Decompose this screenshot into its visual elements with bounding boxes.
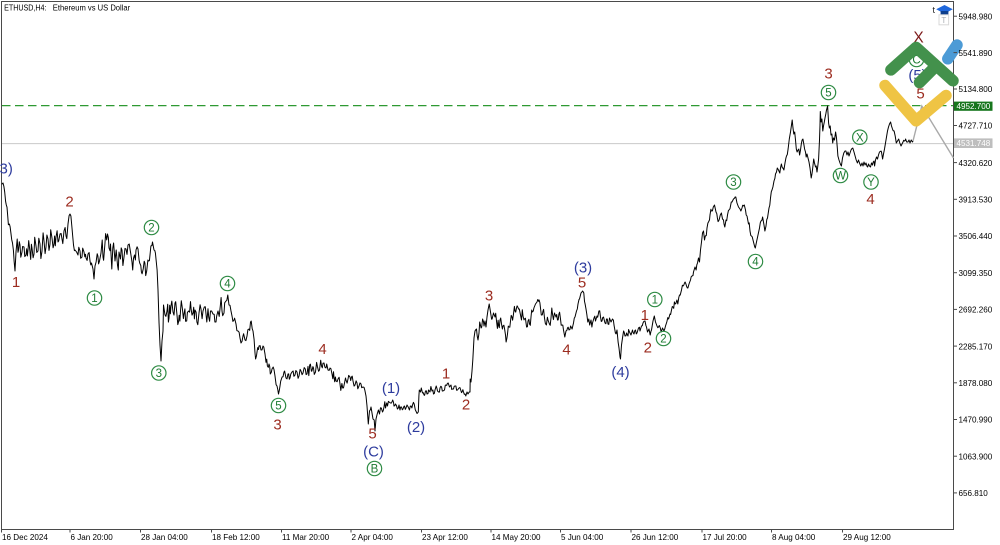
svg-text:(C): (C) — [363, 443, 384, 460]
svg-text:B: B — [371, 464, 379, 476]
svg-text:3: 3 — [824, 65, 832, 82]
svg-text:1470.990: 1470.990 — [959, 416, 993, 425]
svg-text:2 Apr 04:00: 2 Apr 04:00 — [352, 533, 394, 542]
svg-text:2: 2 — [660, 334, 666, 346]
svg-text:2692.260: 2692.260 — [959, 306, 993, 315]
svg-text:(1): (1) — [382, 380, 400, 397]
svg-text:4531.748: 4531.748 — [957, 139, 991, 148]
svg-text:16 Dec 2024: 16 Dec 2024 — [2, 533, 48, 542]
svg-text:4: 4 — [866, 191, 874, 208]
svg-text:17 Jul 20:00: 17 Jul 20:00 — [703, 533, 748, 542]
svg-text:T: T — [941, 16, 946, 25]
svg-text:14 May 20:00: 14 May 20:00 — [492, 533, 542, 542]
svg-text:X: X — [913, 30, 924, 47]
svg-text:26 Jun 12:00: 26 Jun 12:00 — [632, 533, 679, 542]
svg-text:(4): (4) — [611, 364, 629, 381]
svg-text:5948.980: 5948.980 — [959, 12, 993, 21]
svg-text:2: 2 — [148, 223, 154, 235]
svg-text:(3): (3) — [574, 259, 592, 276]
svg-text:5: 5 — [578, 274, 586, 291]
svg-text:5: 5 — [916, 85, 924, 102]
svg-text:2: 2 — [65, 193, 73, 210]
svg-text:4: 4 — [562, 341, 570, 358]
svg-text:5 Jun 04:00: 5 Jun 04:00 — [561, 533, 604, 542]
svg-text:Ethereum vs US Dollar: Ethereum vs US Dollar — [53, 3, 130, 13]
svg-text:2285.170: 2285.170 — [959, 342, 993, 351]
svg-text:t: t — [933, 5, 936, 15]
svg-text:1: 1 — [652, 295, 658, 307]
svg-text:1063.900: 1063.900 — [959, 452, 993, 461]
svg-text:1: 1 — [442, 365, 450, 382]
svg-text:4: 4 — [318, 341, 326, 358]
svg-text:3: 3 — [730, 177, 736, 189]
svg-text:(2): (2) — [407, 419, 425, 436]
svg-text:1: 1 — [641, 307, 649, 324]
svg-text:5: 5 — [275, 401, 281, 413]
svg-text:5: 5 — [368, 425, 376, 442]
svg-text:5541.890: 5541.890 — [959, 49, 993, 58]
svg-text:28 Jan 04:00: 28 Jan 04:00 — [141, 533, 188, 542]
svg-text:8 Aug 04:00: 8 Aug 04:00 — [772, 533, 816, 542]
svg-text:W: W — [835, 171, 846, 183]
svg-text:4727.710: 4727.710 — [959, 122, 993, 131]
svg-text:3: 3 — [156, 368, 162, 380]
svg-text:2: 2 — [644, 339, 652, 356]
svg-text:4: 4 — [752, 257, 759, 269]
svg-text:1: 1 — [12, 274, 20, 291]
svg-text:3): 3) — [0, 160, 13, 177]
svg-text:4952.700: 4952.700 — [957, 102, 991, 111]
svg-text:X: X — [856, 132, 864, 144]
svg-text:11 Mar 20:00: 11 Mar 20:00 — [282, 533, 330, 542]
svg-text:5134.800: 5134.800 — [959, 85, 993, 94]
svg-text:656.810: 656.810 — [959, 489, 989, 498]
svg-text:C: C — [912, 55, 920, 67]
svg-text:4320.620: 4320.620 — [959, 159, 993, 168]
svg-text:3: 3 — [273, 416, 281, 433]
svg-text:4: 4 — [224, 279, 231, 291]
svg-text:ETHUSD,H4:: ETHUSD,H4: — [4, 3, 46, 13]
svg-text:23 Apr 12:00: 23 Apr 12:00 — [422, 533, 468, 542]
svg-text:Y: Y — [867, 177, 875, 189]
svg-text:1878.080: 1878.080 — [959, 379, 993, 388]
svg-text:18 Feb 12:00: 18 Feb 12:00 — [212, 533, 260, 542]
svg-text:3099.350: 3099.350 — [959, 269, 993, 278]
svg-text:2: 2 — [462, 396, 470, 413]
svg-text:3913.530: 3913.530 — [959, 196, 993, 205]
svg-text:3: 3 — [485, 287, 493, 304]
svg-text:6 Jan 20:00: 6 Jan 20:00 — [71, 533, 114, 542]
svg-text:1: 1 — [91, 293, 97, 305]
svg-text:5: 5 — [825, 88, 831, 100]
svg-text:3506.440: 3506.440 — [959, 232, 993, 241]
svg-text:29 Aug 12:00: 29 Aug 12:00 — [843, 533, 891, 542]
